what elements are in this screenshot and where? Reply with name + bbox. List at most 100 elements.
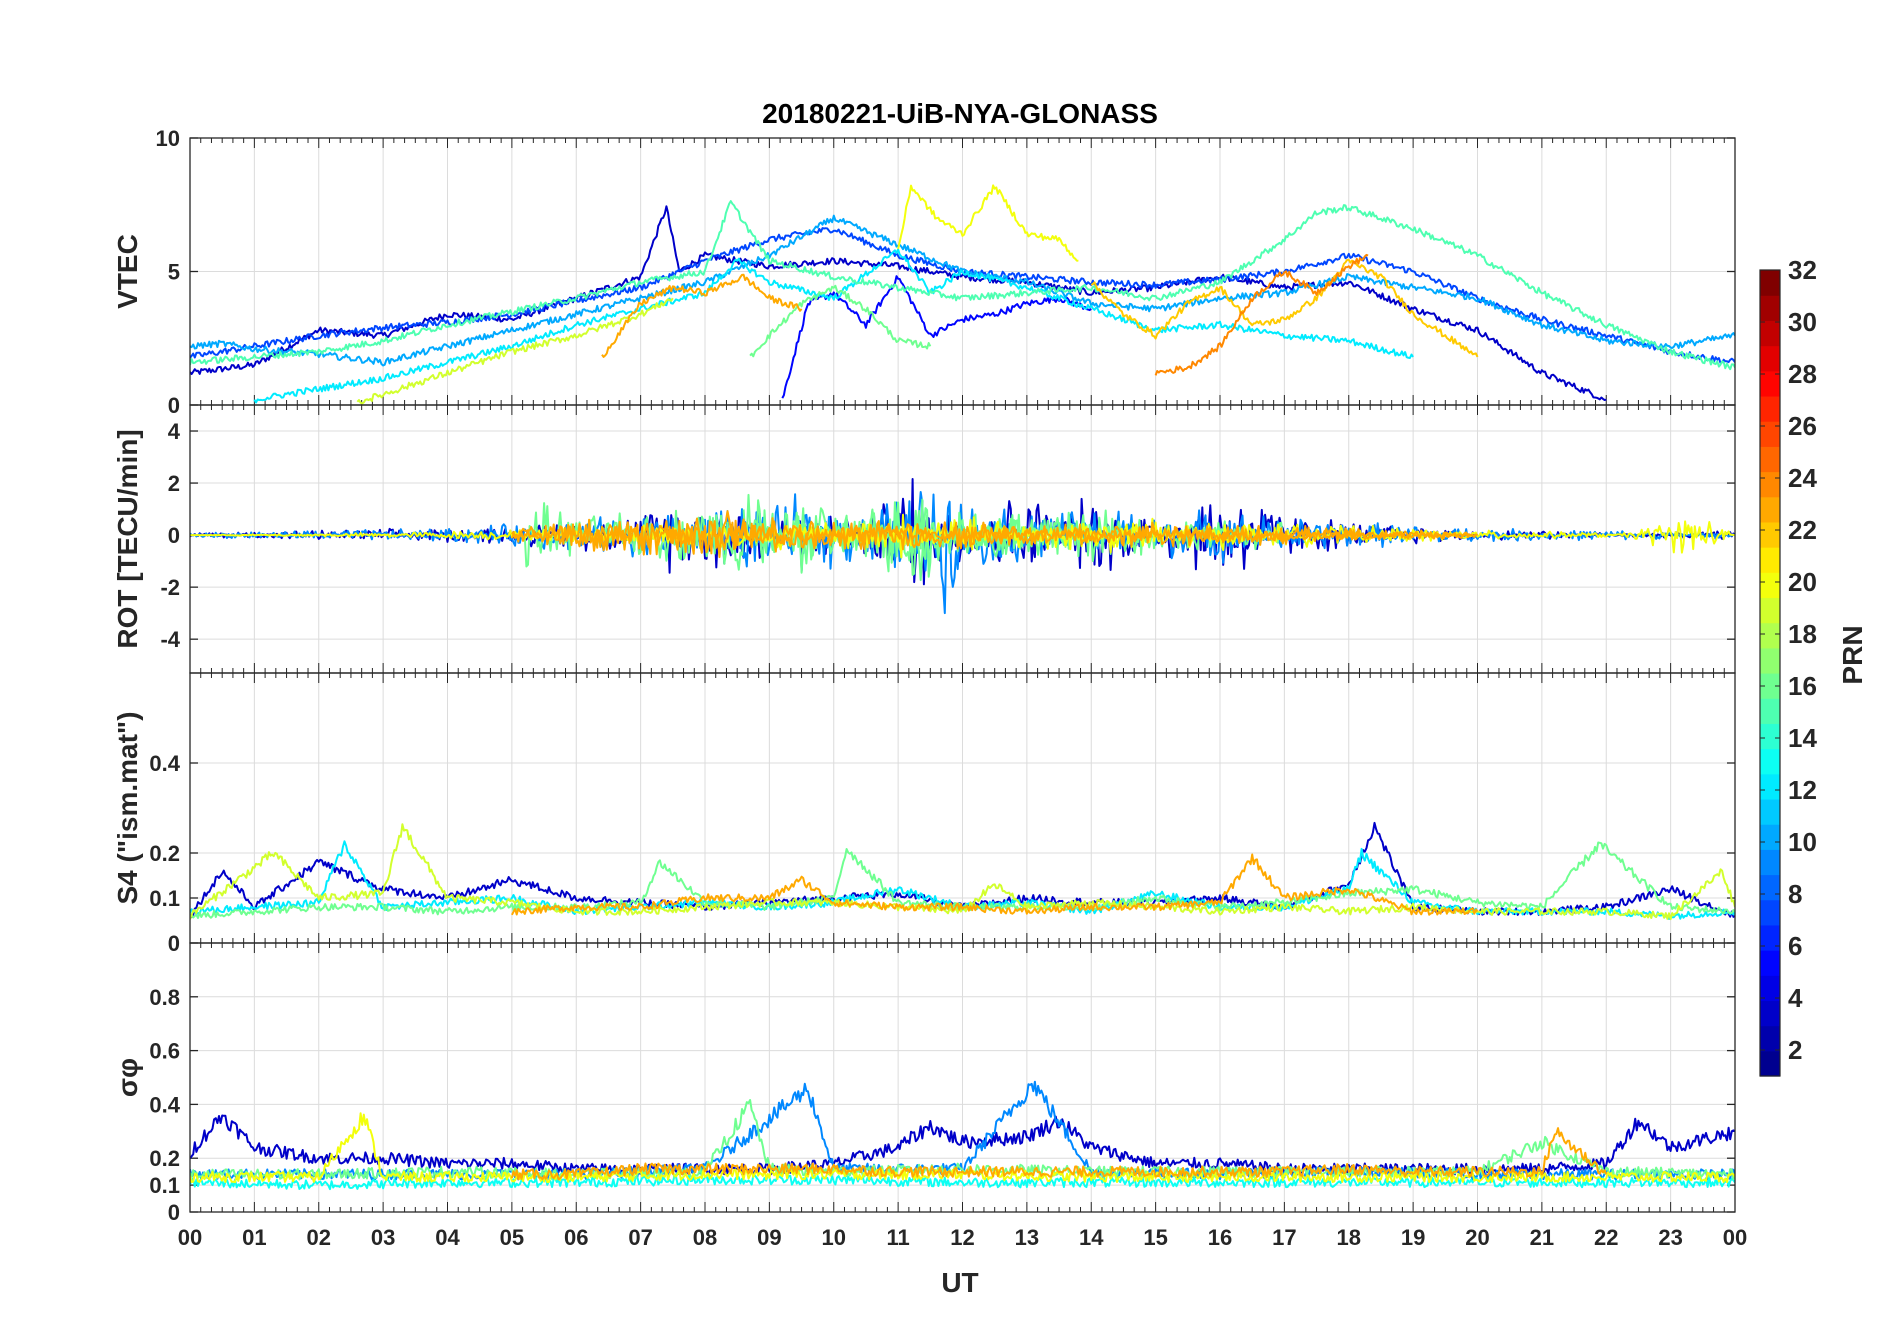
colorbar-tick-label: 32 xyxy=(1788,255,1817,285)
colorbar-tick-label: 24 xyxy=(1788,463,1817,493)
y-tick-label: 0.4 xyxy=(149,751,180,776)
colorbar-tick-label: 18 xyxy=(1788,619,1817,649)
x-tick-label: 05 xyxy=(500,1225,524,1250)
colorbar-band xyxy=(1760,1025,1780,1052)
colorbar-band xyxy=(1760,345,1780,372)
x-tick-label: 23 xyxy=(1658,1225,1682,1250)
x-axis-label: UT xyxy=(941,1267,978,1298)
x-tick-label: 01 xyxy=(242,1225,266,1250)
colorbar-band xyxy=(1760,798,1780,825)
y-tick-label: 0.2 xyxy=(149,841,180,866)
colorbar-tick-label: 4 xyxy=(1788,983,1803,1013)
colorbar-tick-label: 28 xyxy=(1788,359,1817,389)
colorbar-band xyxy=(1760,370,1780,397)
y-tick-label: 0 xyxy=(168,1200,180,1225)
colorbar-tick-label: 20 xyxy=(1788,567,1817,597)
y-tick-label: 0.2 xyxy=(149,1146,180,1171)
x-tick-label: 08 xyxy=(693,1225,717,1250)
x-tick-label: 17 xyxy=(1272,1225,1296,1250)
colorbar-band xyxy=(1760,421,1780,447)
y-tick-label: 10 xyxy=(156,126,180,151)
x-tick-label: 00 xyxy=(178,1225,202,1250)
x-tick-label: 00 xyxy=(1723,1225,1747,1250)
y-tick-label: 0.1 xyxy=(149,886,180,911)
colorbar-band xyxy=(1760,547,1780,573)
colorbar-band xyxy=(1760,597,1780,624)
series-group xyxy=(190,478,1735,615)
series-line-prn-16 xyxy=(749,284,932,358)
colorbar-tick-label: 22 xyxy=(1788,515,1817,545)
y-axis-label-rot: ROT [TECU/min] xyxy=(112,429,143,648)
colorbar-tick-label: 10 xyxy=(1788,827,1817,857)
y-tick-label: 0 xyxy=(168,523,180,548)
x-tick-label: 14 xyxy=(1079,1225,1104,1250)
series-line-prn-23 xyxy=(601,273,803,358)
y-tick-label: 5 xyxy=(168,260,180,285)
series-line-prn-23 xyxy=(510,1127,1608,1181)
colorbar-tick-label: 12 xyxy=(1788,775,1817,805)
x-axis: 00 01 02 03 04 05 06 07 08 09 10 11 12 13 14 15 16 17 18 19… xyxy=(178,1225,1747,1250)
x-tick-label: 11 xyxy=(886,1225,909,1250)
colorbar-band xyxy=(1760,849,1780,876)
colorbar-band xyxy=(1760,773,1780,800)
panel-frame xyxy=(189,942,1736,1213)
series-line-prn-19 xyxy=(356,297,674,405)
y-axis-label-s4: S4 ("ism.mat") xyxy=(112,711,143,904)
colorbar-band xyxy=(1760,950,1780,976)
colorbar-band xyxy=(1760,924,1780,951)
series-group xyxy=(190,1080,1735,1191)
series-line-prn-3 xyxy=(190,205,1607,401)
colorbar-tick-label: 8 xyxy=(1788,879,1802,909)
series-line-prn-20 xyxy=(897,184,1079,262)
colorbar-band xyxy=(1760,270,1780,296)
series-line-prn-23 xyxy=(511,853,1479,916)
colorbar-band xyxy=(1760,572,1780,599)
x-tick-label: 06 xyxy=(564,1225,588,1250)
y-axis-label-vtec: VTEC xyxy=(112,234,143,309)
colorbar-tick-label: 14 xyxy=(1788,723,1817,753)
x-tick-label: 02 xyxy=(307,1225,331,1250)
y-tick-label: 0 xyxy=(168,393,180,418)
x-tick-label: 16 xyxy=(1208,1225,1232,1250)
colorbar-band xyxy=(1760,1050,1780,1077)
colorbar-band xyxy=(1760,446,1780,473)
x-tick-label: 18 xyxy=(1337,1225,1361,1250)
y-tick-label: -4 xyxy=(160,627,180,652)
y-tick-label: -2 xyxy=(160,575,180,600)
colorbar-tick-label: 6 xyxy=(1788,931,1802,961)
x-tick-label: 07 xyxy=(628,1225,652,1250)
colorbar-band xyxy=(1760,647,1780,674)
colorbar-band xyxy=(1760,496,1780,523)
x-tick-label: 10 xyxy=(822,1225,846,1250)
x-tick-label: 20 xyxy=(1465,1225,1489,1250)
colorbar-frame xyxy=(1759,269,1781,1077)
colorbar-band xyxy=(1760,824,1780,850)
colorbar-band xyxy=(1760,975,1780,1002)
colorbar-band xyxy=(1760,295,1780,321)
chart-title: 20180221-UiB-NYA-GLONASS xyxy=(762,98,1158,129)
colorbar-band xyxy=(1760,673,1780,699)
series-line-prn-10 xyxy=(190,214,1735,367)
series-line-prn-22 xyxy=(1090,258,1479,358)
series-group xyxy=(190,184,1735,405)
colorbar-band xyxy=(1760,622,1780,649)
x-tick-label: 22 xyxy=(1594,1225,1618,1250)
y-tick-label: 0.6 xyxy=(149,1039,180,1064)
colorbar-band xyxy=(1760,899,1780,926)
colorbar-band xyxy=(1760,1000,1780,1027)
x-tick-label: 09 xyxy=(757,1225,781,1250)
y-axis-label-sigma_phi: σφ xyxy=(112,1058,143,1097)
x-tick-label: 13 xyxy=(1015,1225,1039,1250)
colorbar-band xyxy=(1760,698,1780,724)
colorbar-band xyxy=(1760,874,1780,901)
x-tick-label: 12 xyxy=(950,1225,974,1250)
y-tick-label: 0.1 xyxy=(149,1173,180,1198)
series-line-prn-24 xyxy=(1154,253,1369,376)
series-line-prn-23 xyxy=(511,517,1478,559)
colorbar-band xyxy=(1760,748,1780,775)
panel-sigma_phi: 00.10.2 0.4 0.6 0.8 σφ xyxy=(112,942,1736,1225)
x-tick-label: 19 xyxy=(1401,1225,1425,1250)
y-tick-label: 2 xyxy=(168,471,180,496)
